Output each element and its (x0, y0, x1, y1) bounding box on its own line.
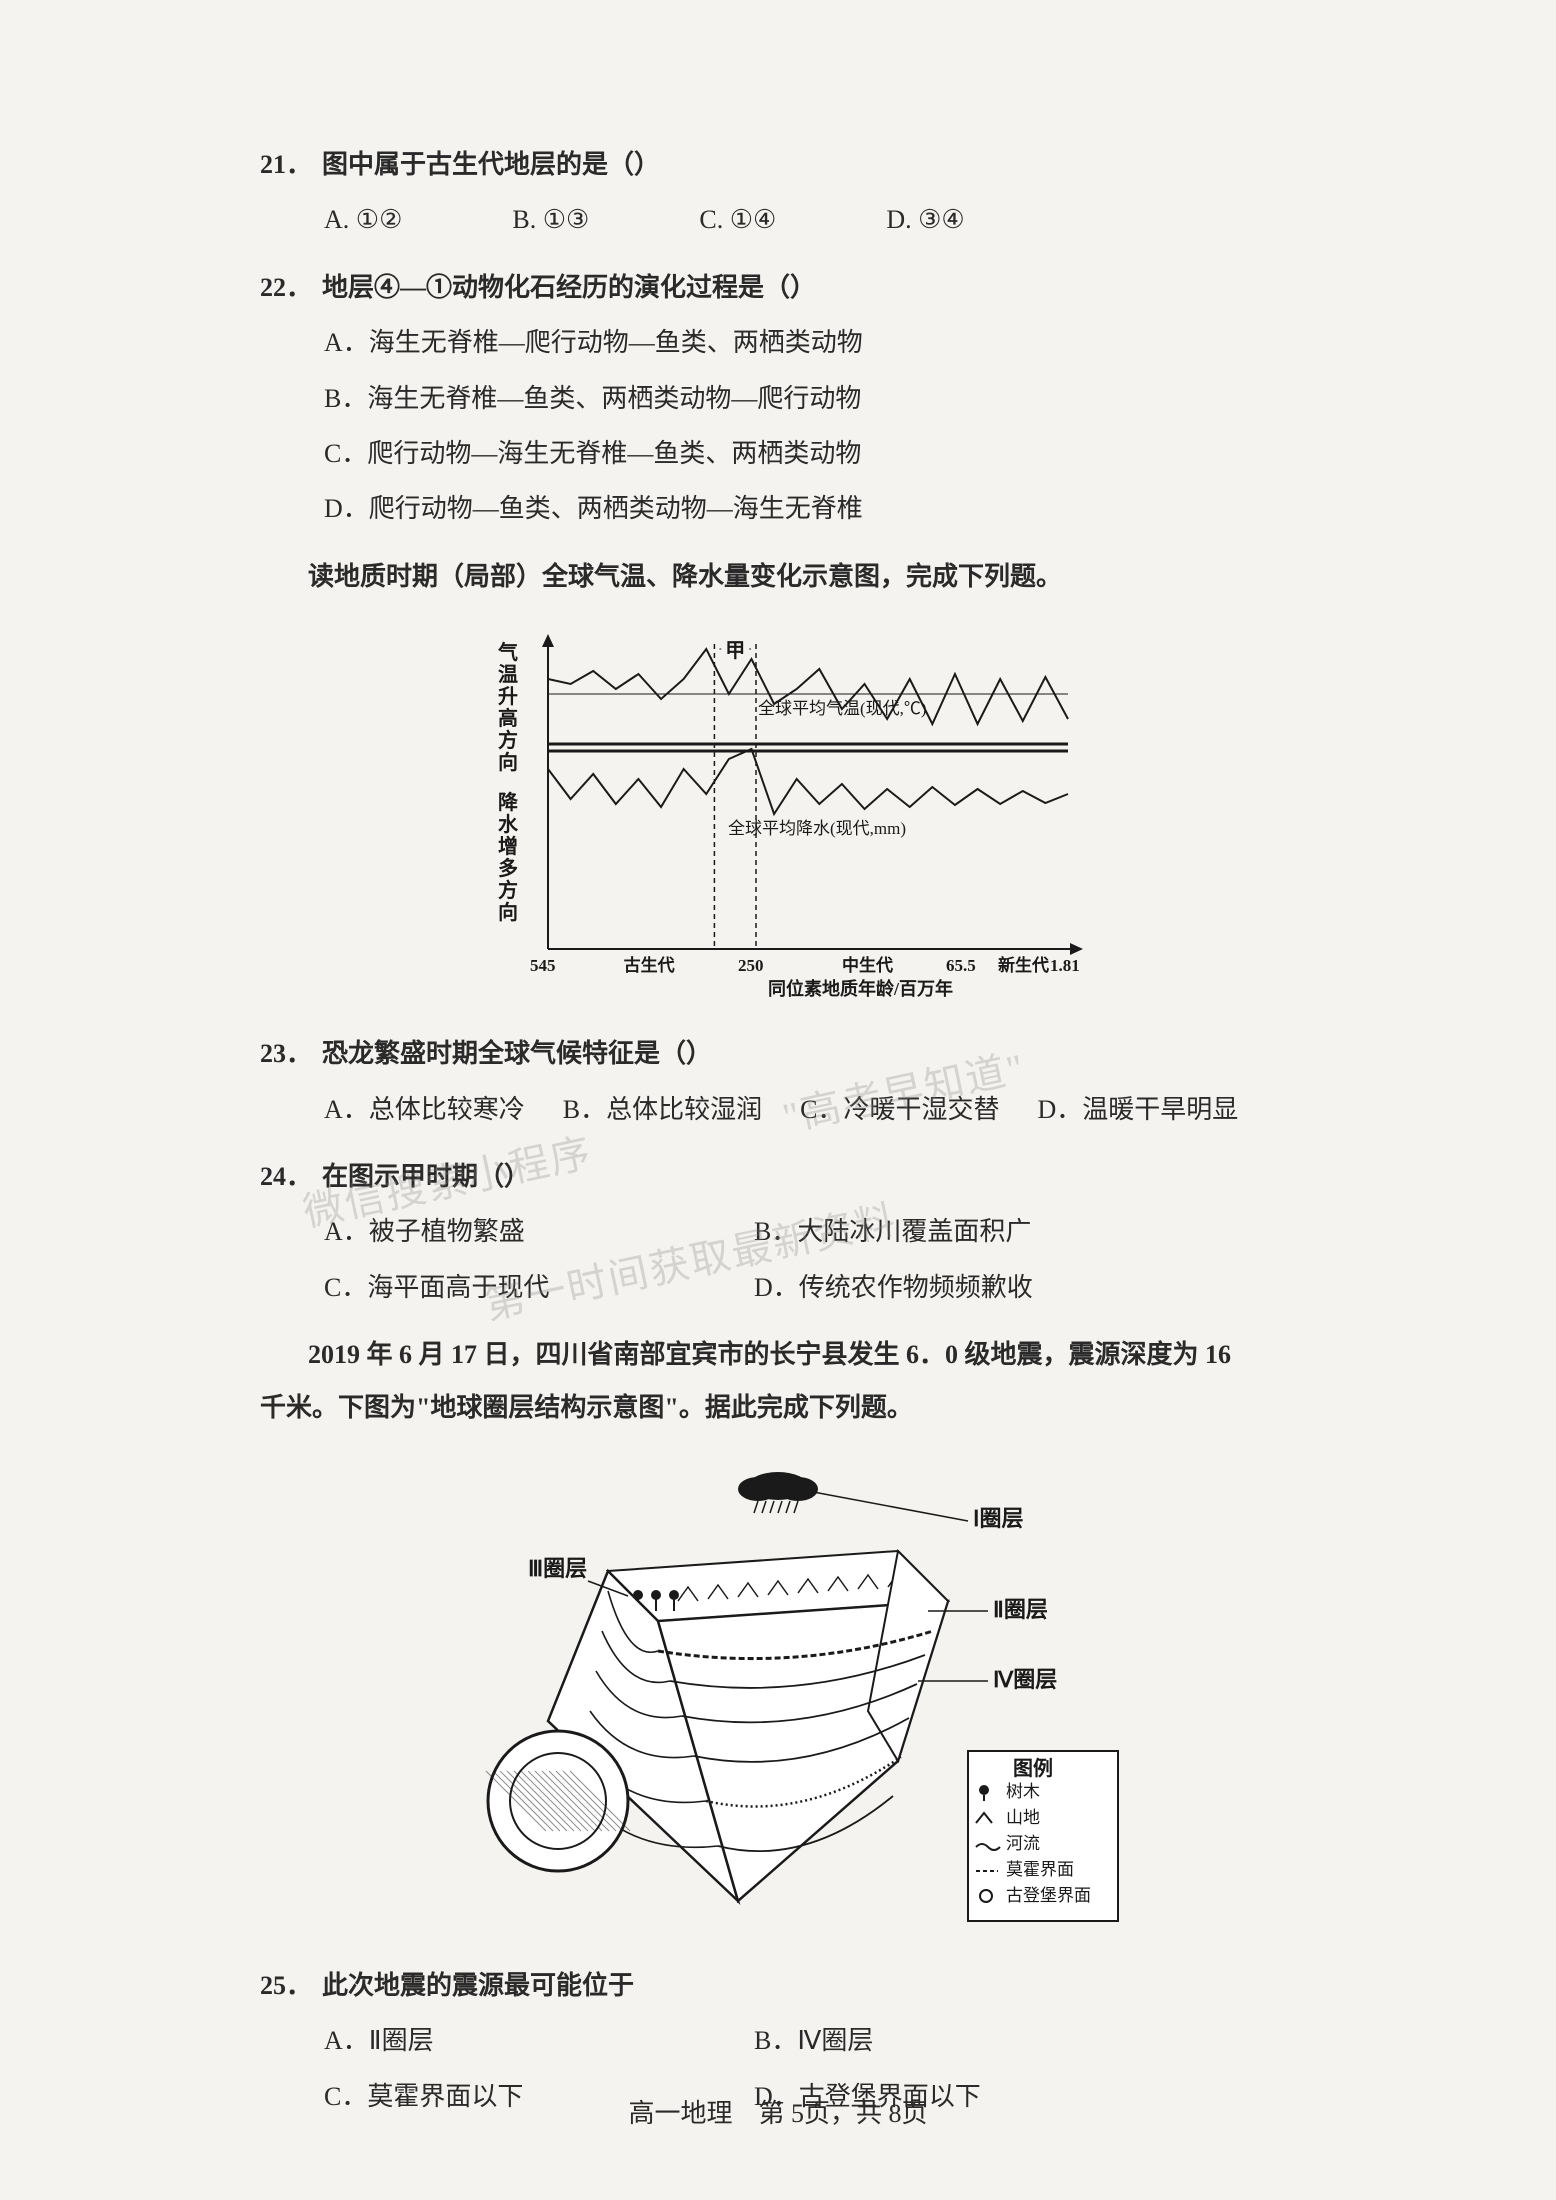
svg-text:甲: 甲 (725, 640, 745, 662)
q25-number: 25． (260, 1961, 312, 2010)
svg-text:Ⅳ圈层: Ⅳ圈层 (993, 1667, 1057, 1692)
svg-text:向: 向 (498, 750, 518, 774)
q23-option-b: B．总体比较湿润 (563, 1085, 762, 1134)
question-21: 21． 图中属于古生代地层的是（） A. ①② B. ①③ C. ①④ D. ③… (260, 140, 1296, 245)
climate-chart: 气温升高方向降水增多方向甲全球平均气温(现代,℃)全球平均降水(现代,mm)54… (260, 629, 1296, 1009)
svg-text:河流: 河流 (1006, 1834, 1040, 1853)
q25-option-b: B．Ⅳ圈层 (754, 2016, 873, 2065)
q24-number: 24． (260, 1152, 312, 1201)
svg-text:全球平均降水(现代,mm): 全球平均降水(现代,mm) (728, 819, 906, 838)
intro-text-2a: 2019 年 6 月 17 日，四川省南部宜宾市的长宁县发生 6．0 级地震，震… (308, 1330, 1296, 1379)
intro-text-1: 读地质时期（局部）全球气温、降水量变化示意图，完成下列题。 (308, 552, 1296, 601)
earth-layers-svg: Ⅰ圈层 Ⅱ圈层 Ⅲ圈层 Ⅳ圈层图例树木山地河流莫霍界面古登堡界面 (428, 1461, 1128, 1941)
svg-text:多: 多 (498, 856, 518, 880)
q22-option-c: C．爬行动物—海生无脊椎—鱼类、两栖类动物 (324, 429, 1296, 478)
q23-number: 23． (260, 1029, 312, 1078)
q24-option-a: A．被子植物繁盛 (324, 1207, 754, 1256)
svg-text:古登堡界面: 古登堡界面 (1006, 1886, 1091, 1905)
q22-option-d: D．爬行动物—鱼类、两栖类动物—海生无脊椎 (324, 484, 1296, 533)
q25-stem: 此次地震的震源最可能位于 (322, 1961, 634, 2010)
page-footer: 高一地理 第 5页，共 8页 (0, 2093, 1556, 2130)
q21-option-a: A. ①② (324, 195, 402, 244)
climate-chart-svg: 气温升高方向降水增多方向甲全球平均气温(现代,℃)全球平均降水(现代,mm)54… (458, 629, 1098, 1009)
q24-option-b: B．大陆冰川覆盖面积广 (754, 1207, 1031, 1256)
svg-text:向: 向 (498, 900, 518, 924)
q21-number: 21． (260, 140, 312, 189)
svg-text:250: 250 (738, 956, 764, 975)
svg-text:中生代: 中生代 (842, 955, 893, 975)
svg-text:新生代: 新生代 (998, 955, 1049, 975)
svg-text:莫霍界面: 莫霍界面 (1006, 1860, 1074, 1879)
q21-stem: 图中属于古生代地层的是（） (322, 140, 660, 189)
question-23: 23． 恐龙繁盛时期全球气候特征是（） A．总体比较寒冷 B．总体比较湿润 C．… (260, 1029, 1296, 1134)
q23-option-a: A．总体比较寒冷 (324, 1085, 525, 1134)
svg-text:Ⅰ圈层: Ⅰ圈层 (973, 1506, 1024, 1531)
svg-text:65.5: 65.5 (946, 956, 976, 975)
q22-stem: 地层④—①动物化石经历的演化过程是（） (322, 263, 816, 312)
earth-layers-diagram: Ⅰ圈层 Ⅱ圈层 Ⅲ圈层 Ⅳ圈层图例树木山地河流莫霍界面古登堡界面 (260, 1461, 1296, 1941)
q23-option-c: C．冷暖干湿交替 (800, 1085, 999, 1134)
q24-option-c: C．海平面高于现代 (324, 1263, 754, 1312)
exam-page: 21． 图中属于古生代地层的是（） A. ①② B. ①③ C. ①④ D. ③… (0, 0, 1556, 2199)
intro-text-2b: 千米。下图为"地球圈层结构示意图"。据此完成下列题。 (260, 1383, 1296, 1432)
svg-text:山地: 山地 (1006, 1808, 1040, 1827)
svg-text:古生代: 古生代 (624, 955, 675, 975)
q21-option-b: B. ①③ (512, 195, 589, 244)
q22-option-b: B．海生无脊椎—鱼类、两栖类动物—爬行动物 (324, 374, 1296, 423)
q23-stem: 恐龙繁盛时期全球气候特征是（） (322, 1029, 712, 1078)
q21-option-c: C. ①④ (699, 195, 776, 244)
svg-text:气: 气 (497, 640, 518, 664)
svg-text:升: 升 (498, 685, 518, 708)
svg-text:545: 545 (530, 956, 556, 975)
q25-option-a: A．Ⅱ圈层 (324, 2016, 754, 2065)
q24-stem: 在图示甲时期（） (322, 1152, 530, 1201)
q22-number: 22． (260, 263, 312, 312)
svg-text:树木: 树木 (1006, 1782, 1040, 1801)
svg-text:水: 水 (498, 813, 519, 836)
svg-text:增: 增 (498, 834, 518, 858)
q23-option-d: D．温暖干旱明显 (1037, 1085, 1238, 1134)
svg-text:1.81: 1.81 (1050, 956, 1080, 975)
svg-text:Ⅲ圈层: Ⅲ圈层 (528, 1556, 587, 1581)
q24-option-d: D．传统农作物频频歉收 (754, 1263, 1033, 1312)
svg-text:同位素地质年龄/百万年: 同位素地质年龄/百万年 (768, 978, 953, 999)
svg-text:降: 降 (498, 790, 519, 814)
q22-option-a: A．海生无脊椎—爬行动物—鱼类、两栖类动物 (324, 318, 1296, 367)
svg-text:Ⅱ圈层: Ⅱ圈层 (993, 1597, 1048, 1622)
svg-text:高: 高 (498, 706, 518, 730)
svg-text:方: 方 (498, 878, 518, 902)
question-22: 22． 地层④—①动物化石经历的演化过程是（） A．海生无脊椎—爬行动物—鱼类、… (260, 263, 1296, 601)
svg-text:全球平均气温(现代,℃): 全球平均气温(现代,℃) (758, 699, 927, 718)
svg-text:图例: 图例 (1013, 1756, 1053, 1780)
svg-text:方: 方 (498, 728, 518, 752)
question-24: 24． 在图示甲时期（） A．被子植物繁盛 B．大陆冰川覆盖面积广 C．海平面高… (260, 1152, 1296, 1433)
q21-option-d: D. ③④ (886, 195, 964, 244)
svg-text:温: 温 (498, 662, 518, 686)
